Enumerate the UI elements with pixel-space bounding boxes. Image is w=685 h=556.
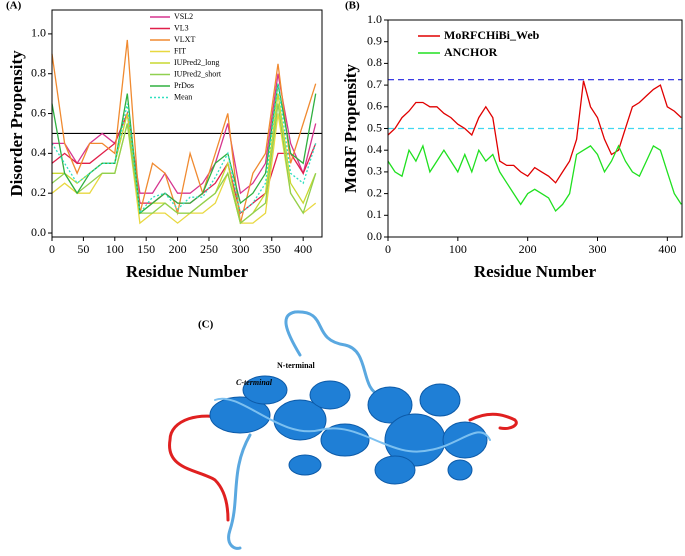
- y-tick-label: 0.2: [367, 185, 382, 199]
- y-tick-label: 0.7: [367, 77, 382, 91]
- y-axis-label: MoRF Propensity: [341, 64, 360, 193]
- y-tick-label: 0.4: [367, 142, 382, 156]
- x-tick-label: 100: [449, 242, 467, 256]
- y-tick-label: 0.5: [367, 120, 382, 134]
- y-tick-label: 0.0: [31, 225, 46, 239]
- y-tick-label: 0.8: [367, 55, 382, 69]
- x-tick-label: 350: [263, 242, 281, 256]
- y-tick-label: 0.8: [31, 65, 46, 79]
- series-line: [387, 80, 682, 184]
- legend-label: VL3: [174, 23, 189, 32]
- y-tick-label: 0.9: [367, 33, 382, 47]
- y-tick-label: 0.2: [31, 185, 46, 199]
- y-tick-label: 0.0: [367, 229, 382, 243]
- legend-label: PrDos: [174, 81, 194, 90]
- legend-label: FIT: [174, 46, 186, 55]
- x-axis-label: Residue Number: [126, 262, 249, 281]
- x-tick-label: 0: [385, 242, 391, 256]
- legend-label: Mean: [174, 92, 192, 101]
- y-axis-label: Disorder Propensity: [7, 50, 26, 197]
- legend-label: IUPred2_short: [174, 69, 222, 78]
- coil: [214, 397, 491, 453]
- y-tick-label: 1.0: [31, 26, 46, 40]
- loop: [284, 310, 382, 397]
- panel-label: (B): [345, 0, 360, 12]
- plot-frame: [51, 9, 323, 238]
- x-tick-label: 200: [169, 242, 187, 256]
- y-tick-label: 0.6: [31, 105, 46, 119]
- y-tick-label: 0.6: [367, 99, 382, 113]
- panel-label: (C): [198, 319, 214, 331]
- y-tick-label: 0.1: [367, 207, 382, 221]
- y-tick-label: 0.3: [367, 164, 382, 178]
- x-axis-label: Residue Number: [474, 262, 597, 281]
- x-tick-label: 300: [231, 242, 249, 256]
- legend-label: ANCHOR: [444, 45, 498, 59]
- x-tick-label: 50: [77, 242, 89, 256]
- x-tick-label: 200: [519, 242, 537, 256]
- disordered-loop: [168, 414, 232, 522]
- legend-label: MoRFCHiBi_Web: [444, 28, 540, 42]
- legend-label: IUPred2_long: [174, 58, 219, 67]
- series-line: [51, 39, 317, 224]
- disordered-loop: [468, 412, 518, 430]
- x-tick-label: 100: [106, 242, 124, 256]
- plot-frame: [387, 19, 683, 238]
- series-line: [387, 143, 682, 213]
- helices: [209, 375, 488, 485]
- x-tick-label: 150: [137, 242, 155, 256]
- x-tick-label: 0: [49, 242, 55, 256]
- x-tick-label: 400: [294, 242, 312, 256]
- annotation: C-terminal: [236, 378, 273, 387]
- loop: [227, 433, 252, 550]
- y-tick-label: 0.4: [31, 145, 46, 159]
- legend-label: VSL2: [174, 12, 193, 21]
- x-tick-label: 300: [589, 242, 607, 256]
- series-line: [51, 83, 317, 215]
- series-line: [51, 103, 317, 225]
- x-tick-label: 400: [658, 242, 676, 256]
- annotation: N-terminal: [277, 361, 316, 370]
- y-tick-label: 1.0: [367, 12, 382, 26]
- panel-label: (A): [6, 0, 22, 12]
- legend-label: VLXT: [174, 35, 195, 44]
- protein-structure: [168, 310, 518, 550]
- series-line: [51, 113, 317, 225]
- x-tick-label: 250: [200, 242, 218, 256]
- series-line: [52, 73, 317, 195]
